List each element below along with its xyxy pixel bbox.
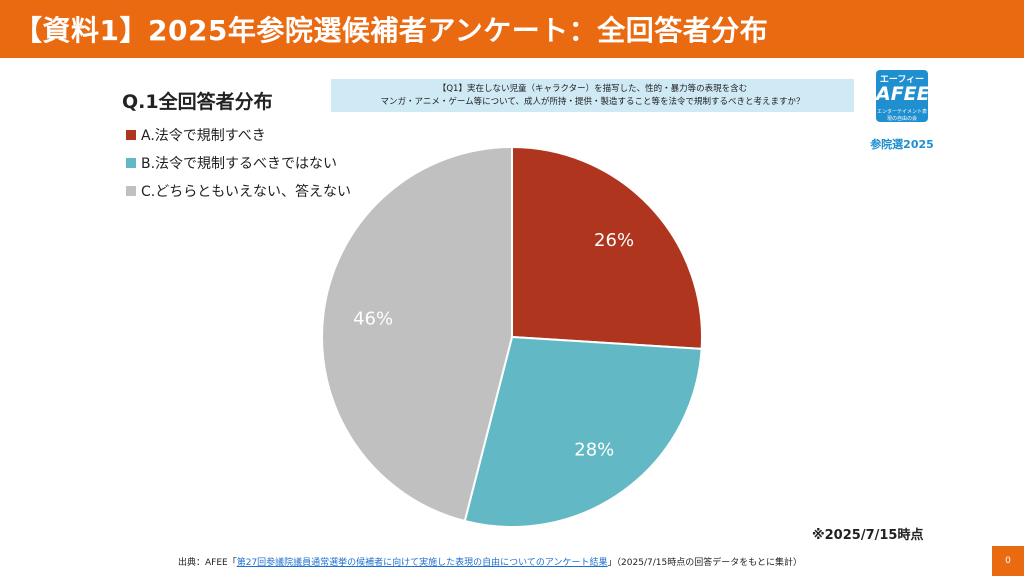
logo-main: AFEE <box>876 83 930 105</box>
afee-logo-mark: エーフィー AFEE エンターテイメント表現の自由の会 <box>876 70 930 122</box>
slide-title: 【資料1】2025年参院選候補者アンケート：全回答者分布 <box>14 14 769 47</box>
header-bar: 【資料1】2025年参院選候補者アンケート：全回答者分布 <box>0 0 1024 58</box>
legend-label-b: B.法令で規制するべきではない <box>141 156 338 172</box>
logo-sub: エンターテイメント表現の自由の会 <box>876 109 927 122</box>
as-of-date: ※2025/7/15時点 <box>812 528 924 543</box>
legend: A.法令で規制すべき B.法令で規制するべきではない C.どちらともいえない、答… <box>126 121 351 205</box>
afee-logo: エーフィー AFEE エンターテイメント表現の自由の会 参院選2025 <box>868 70 936 154</box>
question-line-1: 【Q1】実在しない児童（キャラクター）を描写した、性的・暴力等の表現を含む <box>437 83 748 94</box>
page-number: 0 <box>992 546 1024 576</box>
question-line-2: マンガ・アニメ・ゲーム等について、成人が所持・提供・製造すること等を法令で規制す… <box>380 96 805 107</box>
pie-slice-c <box>321 145 513 523</box>
logo-kana: エーフィー <box>879 75 925 85</box>
source-prefix: 出典：AFEE「 <box>178 558 237 568</box>
legend-label-c: C.どちらともいえない、答えない <box>141 184 351 200</box>
source-citation: 出典：AFEE「第27回参議院議員通常選挙の候補者に向けて実施した表現の自由につ… <box>178 555 802 568</box>
legend-item-a: A.法令で規制すべき <box>126 121 351 149</box>
chart-title: Q.1全回答者分布 <box>122 91 273 113</box>
logo-caption: 参院選2025 <box>870 138 934 151</box>
source-suffix: 」（2025/7/15時点の回答データをもとに集計） <box>607 558 803 568</box>
question-box: 【Q1】実在しない児童（キャラクター）を描写した、性的・暴力等の表現を含む マン… <box>331 79 854 112</box>
pie-label-a: 26% <box>594 230 634 251</box>
pie-slice-b <box>463 335 703 528</box>
legend-item-b: B.法令で規制するべきではない <box>126 149 351 177</box>
source-link[interactable]: 第27回参議院議員通常選挙の候補者に向けて実施した表現の自由についてのアンケート… <box>236 558 608 568</box>
legend-swatch-a <box>126 130 136 140</box>
pie-label-b: 28% <box>574 439 614 460</box>
legend-swatch-b <box>126 158 136 168</box>
legend-swatch-c <box>126 186 136 196</box>
legend-item-c: C.どちらともいえない、答えない <box>126 177 351 205</box>
legend-label-a: A.法令で規制すべき <box>141 128 266 144</box>
pie-slice-a <box>511 145 703 350</box>
pie-label-c: 46% <box>353 308 393 329</box>
